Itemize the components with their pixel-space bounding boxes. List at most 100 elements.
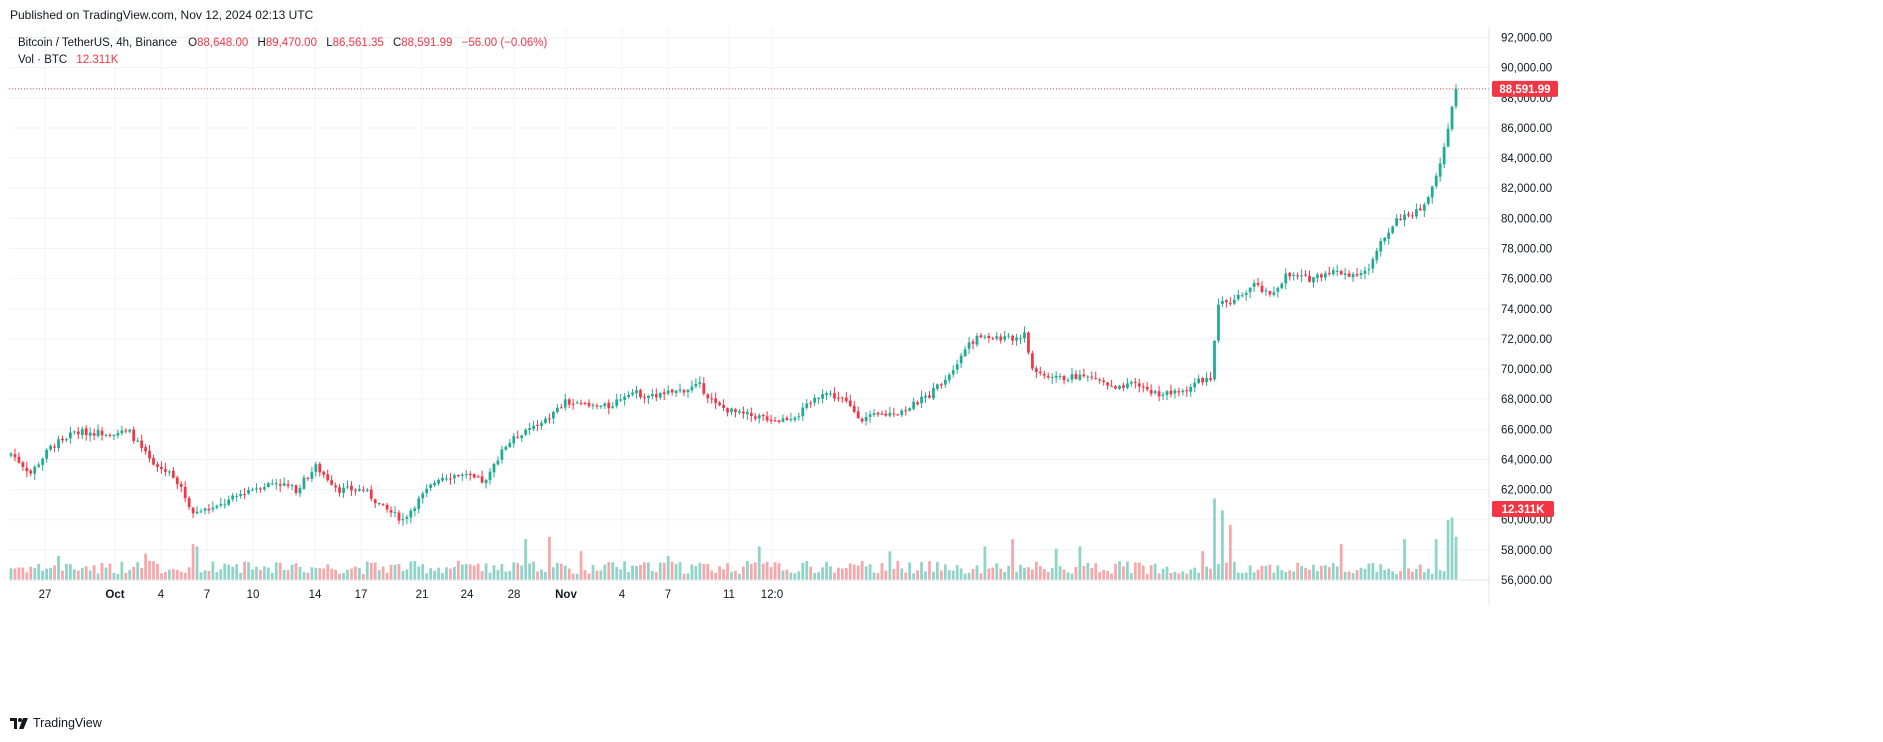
volume-bar	[346, 570, 349, 580]
candle-body	[100, 430, 104, 436]
time-tick-label: Oct	[105, 589, 124, 601]
candle-body	[813, 397, 817, 403]
candle-body	[920, 396, 923, 404]
volume-bar	[967, 572, 971, 580]
volume-bar	[302, 572, 306, 580]
candle-body	[429, 484, 433, 488]
candle-body	[702, 383, 706, 394]
volume-bar	[1161, 568, 1165, 580]
candle-body	[1145, 386, 1149, 390]
candle-body	[9, 453, 13, 456]
time-tick-label: 17	[355, 589, 368, 601]
candle-body	[310, 472, 314, 479]
last-price-badge	[1492, 80, 1558, 97]
candle-body	[738, 411, 741, 413]
volume-bar	[1141, 565, 1145, 580]
candle-body	[575, 402, 579, 404]
volume-bar	[912, 573, 916, 580]
candle-body	[924, 395, 927, 398]
volume-bar	[983, 546, 987, 580]
volume-bar	[243, 561, 246, 580]
volume-bar	[761, 563, 765, 580]
candle-body	[868, 414, 872, 417]
candle-body	[1185, 390, 1189, 392]
candle-body	[508, 443, 512, 448]
candle-body	[175, 477, 179, 485]
volume-bar	[421, 564, 425, 580]
volume-bar	[706, 564, 710, 580]
candle-body	[1272, 292, 1276, 295]
volume-bar	[718, 566, 722, 580]
volume-bar	[837, 567, 840, 580]
candle-body	[219, 503, 223, 506]
volume-bar	[1422, 571, 1426, 580]
volume-bar	[1122, 566, 1125, 580]
volume-bar	[1058, 566, 1062, 580]
chart-legend: Bitcoin / TetherUS, 4h, Binance O88,648.…	[18, 35, 547, 69]
candle-body	[57, 439, 60, 448]
volume-bar	[179, 571, 183, 580]
price-axis[interactable]: 56,000.00 58,000.00 60,000.00 62,000.00 64,0…	[1488, 27, 1558, 605]
candle-body	[825, 393, 828, 395]
volume-bar	[935, 561, 939, 580]
volume-bar	[207, 570, 211, 580]
volume-bar	[559, 563, 563, 580]
volume-bar	[17, 567, 21, 580]
volume-bar	[472, 565, 476, 580]
volume-bar	[1327, 567, 1331, 580]
candle-body	[1264, 290, 1268, 292]
candle-body	[445, 478, 448, 480]
volume-bar	[825, 561, 828, 580]
candle-body	[694, 383, 698, 387]
candle-body	[357, 488, 361, 491]
volume-bar	[1320, 565, 1323, 580]
published-caption: Published on TradingView.com, Nov 12, 20…	[10, 8, 314, 22]
volume-bar	[37, 563, 41, 580]
candle-body	[195, 511, 199, 514]
candle-body	[302, 477, 306, 489]
price-tick-label: 68,000.00	[1501, 394, 1552, 406]
volume-bar	[702, 564, 706, 580]
candle-body	[1193, 382, 1197, 388]
candle-body	[896, 414, 900, 416]
candle-body	[975, 335, 979, 345]
candle-body	[900, 410, 904, 416]
volume-bar	[278, 562, 282, 580]
volume-bar	[1145, 573, 1149, 580]
candle-body	[354, 489, 357, 491]
volume-bar	[41, 570, 45, 580]
volume-bar	[393, 564, 397, 580]
candle-body	[294, 485, 298, 493]
volume-bar	[520, 565, 524, 580]
volume-bar	[995, 563, 999, 580]
volume-title[interactable]: Vol · BTC	[18, 54, 68, 66]
volume-bar	[595, 570, 599, 580]
candle-body	[409, 510, 413, 518]
candle-body	[1292, 274, 1296, 277]
volume-bar	[401, 570, 405, 580]
candle-body	[872, 413, 876, 415]
candle-body	[183, 486, 187, 499]
candle-body	[1189, 387, 1193, 392]
time-axis[interactable]: 27 Oct 4 7 10 14 17 21 24 28 Nov 4 7 11 12:0	[9, 579, 1489, 601]
candle-body	[1434, 175, 1438, 187]
candle-body	[595, 405, 599, 407]
volume-bar	[999, 568, 1003, 580]
candle-body	[1395, 218, 1399, 226]
volume-bar	[939, 570, 943, 580]
volume-bar	[575, 573, 579, 580]
volume-bar	[1343, 571, 1347, 580]
volume-bar	[1438, 570, 1442, 580]
candle-body	[643, 396, 646, 398]
candle-body	[1327, 273, 1331, 275]
volume-bar	[805, 560, 809, 580]
chart-area[interactable]: 56,000.00 58,000.00 60,000.00 62,000.00 64,0…	[9, 27, 1872, 707]
symbol-title[interactable]: Bitcoin / TetherUS, 4h, Binance	[18, 37, 177, 49]
candlestick-chart[interactable]: 56,000.00 58,000.00 60,000.00 62,000.00 64,0…	[9, 27, 1872, 707]
volume-bar	[164, 571, 167, 580]
volume-bar	[908, 562, 912, 580]
candle-body	[1391, 226, 1395, 233]
volume-bar	[239, 572, 243, 580]
candle-body	[662, 392, 666, 395]
volume-bar	[1383, 570, 1387, 580]
